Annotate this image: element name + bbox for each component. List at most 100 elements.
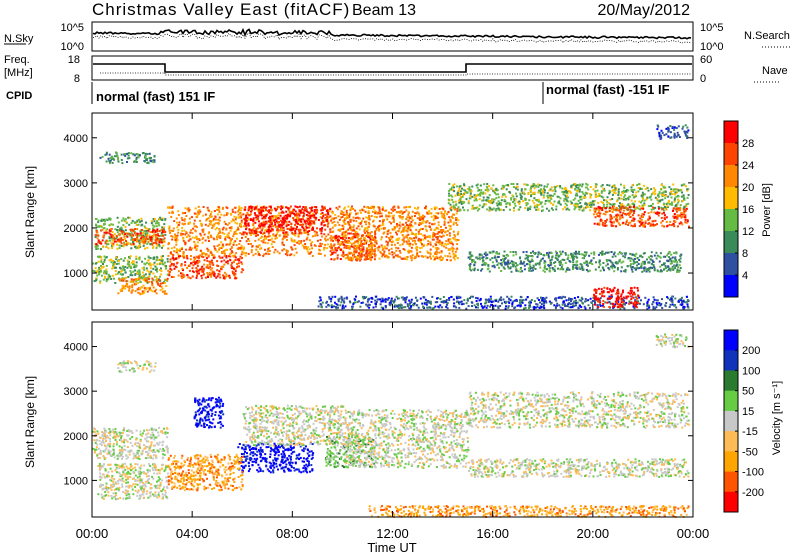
velocity-colorbar-swatch xyxy=(724,491,738,513)
freq-label-1: Freq. xyxy=(4,54,30,66)
velocity-scatter-region xyxy=(368,505,690,519)
power-colorbar-label: Power [dB] xyxy=(761,183,773,237)
power-colorbar-swatch xyxy=(724,121,738,144)
velocity-colorbar-tick: -50 xyxy=(742,446,758,458)
noise-left-tick-top: 10^5 xyxy=(60,22,84,34)
velocity-scatter-region xyxy=(237,442,315,474)
velocity-colorbar-tick: 50 xyxy=(742,386,754,398)
power-colorbar-swatch xyxy=(724,165,738,188)
freq-label-2: [MHz] xyxy=(4,67,33,79)
freq-right-tick-top: 60 xyxy=(700,54,712,66)
freq-panel: 18 8 60 0 Freq. [MHz] Nave xyxy=(4,54,788,85)
noise-left-tick-bottom: 10^0 xyxy=(60,41,84,53)
velocity-colorbar-swatch xyxy=(724,330,738,351)
velocity-colorbar-tick: -200 xyxy=(742,487,764,499)
velocity-scatter-region xyxy=(117,360,157,373)
power-scatter-region xyxy=(242,205,332,235)
power-scatter-region xyxy=(447,182,690,212)
freq-left-tick-bottom: 8 xyxy=(74,73,80,85)
cpid-section: CPID normal (fast) 151 IF normal (fast) … xyxy=(6,82,670,104)
velocity-scatter-region xyxy=(655,333,690,349)
velocity-scatter-region xyxy=(92,426,169,460)
velocity-colorbar-swatch xyxy=(724,451,738,473)
velocity-ytick-label: 2000 xyxy=(64,431,88,443)
velocity-scatter-region xyxy=(97,462,169,501)
power-scatter-region xyxy=(99,151,156,165)
power-colorbar-tick: 4 xyxy=(742,270,748,282)
power-colorbar-tick: 12 xyxy=(742,226,754,238)
velocity-ylabel: Slant Range [km] xyxy=(23,376,37,468)
power-scatter-region xyxy=(167,255,245,280)
noise-right-tick-bottom: 10^0 xyxy=(700,41,724,53)
power-scatter-region xyxy=(342,205,460,262)
time-tick-label: 04:00 xyxy=(176,526,209,541)
velocity-colorbar-swatch xyxy=(724,410,738,432)
time-tick-label: 00:00 xyxy=(76,526,109,541)
velocity-scatter-region xyxy=(167,453,244,492)
power-scatter-region xyxy=(467,250,683,273)
velocity-colorbar-tick: -100 xyxy=(742,467,764,479)
power-ylabel: Slant Range [km] xyxy=(23,166,37,258)
velocity-ytick-label: 1000 xyxy=(64,475,88,487)
freq-line xyxy=(93,63,692,73)
time-axis-label: Time UT xyxy=(367,540,416,554)
nave-line xyxy=(100,72,692,76)
power-colorbar-tick: 28 xyxy=(742,138,754,150)
velocity-colorbar-tick: -15 xyxy=(742,426,758,438)
velocity-colorbar-swatch xyxy=(724,431,738,452)
power-ytick-label: 3000 xyxy=(64,178,88,190)
noise-search-label: N.Search xyxy=(744,30,790,42)
velocity-scatter-region xyxy=(467,458,690,478)
power-colorbar-swatch xyxy=(724,253,738,276)
velocity-colorbar-swatch xyxy=(724,350,738,371)
velocity-ytick-label: 4000 xyxy=(64,342,88,354)
power-colorbar-swatch xyxy=(724,231,738,254)
noise-sky-line xyxy=(92,27,692,40)
velocity-colorbar-swatch xyxy=(724,471,738,493)
power-colorbar: 28 24 20 16 12 8 4 xyxy=(723,120,754,298)
power-ytick-label: 2000 xyxy=(64,223,88,235)
velocity-colorbar-swatch xyxy=(724,370,738,392)
power-scatter-region xyxy=(94,228,167,246)
power-colorbar-tick: 20 xyxy=(742,182,754,194)
power-colorbar-tick: 8 xyxy=(742,248,748,260)
freq-right-tick-bottom: 0 xyxy=(700,73,706,85)
velocity-colorbar-swatch xyxy=(724,390,738,412)
time-tick-label: 16:00 xyxy=(476,526,509,541)
velocity-colorbar-tick: 100 xyxy=(742,365,760,377)
velocity-colorbar: 200 100 50 15 -15 -50 -100 -200 xyxy=(723,329,764,513)
velocity-panel: 1000 2000 3000 4000 xyxy=(64,321,694,519)
velocity-scatter-region xyxy=(342,409,470,469)
power-panel: 1000 2000 3000 4000 xyxy=(64,112,694,311)
nave-label: Nave xyxy=(762,65,788,77)
velocity-scatter-region xyxy=(467,391,690,429)
power-colorbar-tick: 16 xyxy=(742,204,754,216)
time-axis: 00:00 04:00 08:00 12:00 16:00 20:00 00:00 xyxy=(76,526,710,541)
figure-title: Christmas Valley East (fitACF) xyxy=(92,0,350,19)
power-scatter-region xyxy=(656,124,690,140)
time-tick-label: 20:00 xyxy=(577,526,610,541)
velocity-scatter-region xyxy=(242,404,345,447)
power-scatter-region xyxy=(593,286,640,309)
cpid-label: CPID xyxy=(6,90,32,102)
power-colorbar-swatch xyxy=(724,275,738,298)
power-colorbar-swatch xyxy=(724,143,738,166)
power-colorbar-swatch xyxy=(724,187,738,210)
time-tick-label: 12:00 xyxy=(376,526,409,541)
time-tick-label: 00:00 xyxy=(677,526,710,541)
cpid-mode-1: normal (fast) 151 IF xyxy=(96,89,215,104)
noise-sky-label: N.Sky xyxy=(4,33,34,45)
date-label: 20/May/2012 xyxy=(597,2,690,19)
power-colorbar-tick: 24 xyxy=(742,160,754,172)
power-scatter-region xyxy=(592,205,690,228)
velocity-colorbar-tick: 200 xyxy=(742,345,760,357)
noise-panel: 10^5 10^0 10^5 10^0 N.Sky N.Search xyxy=(4,21,790,53)
power-colorbar-swatch xyxy=(724,209,738,232)
freq-left-tick-top: 18 xyxy=(68,54,80,66)
power-scatter-region xyxy=(167,205,345,257)
velocity-colorbar-label: Velocity [m s⁻¹] xyxy=(771,381,783,455)
noise-search-line xyxy=(92,32,692,44)
cpid-mode-2: normal (fast) -151 IF xyxy=(546,82,670,97)
velocity-ytick-label: 3000 xyxy=(64,386,88,398)
